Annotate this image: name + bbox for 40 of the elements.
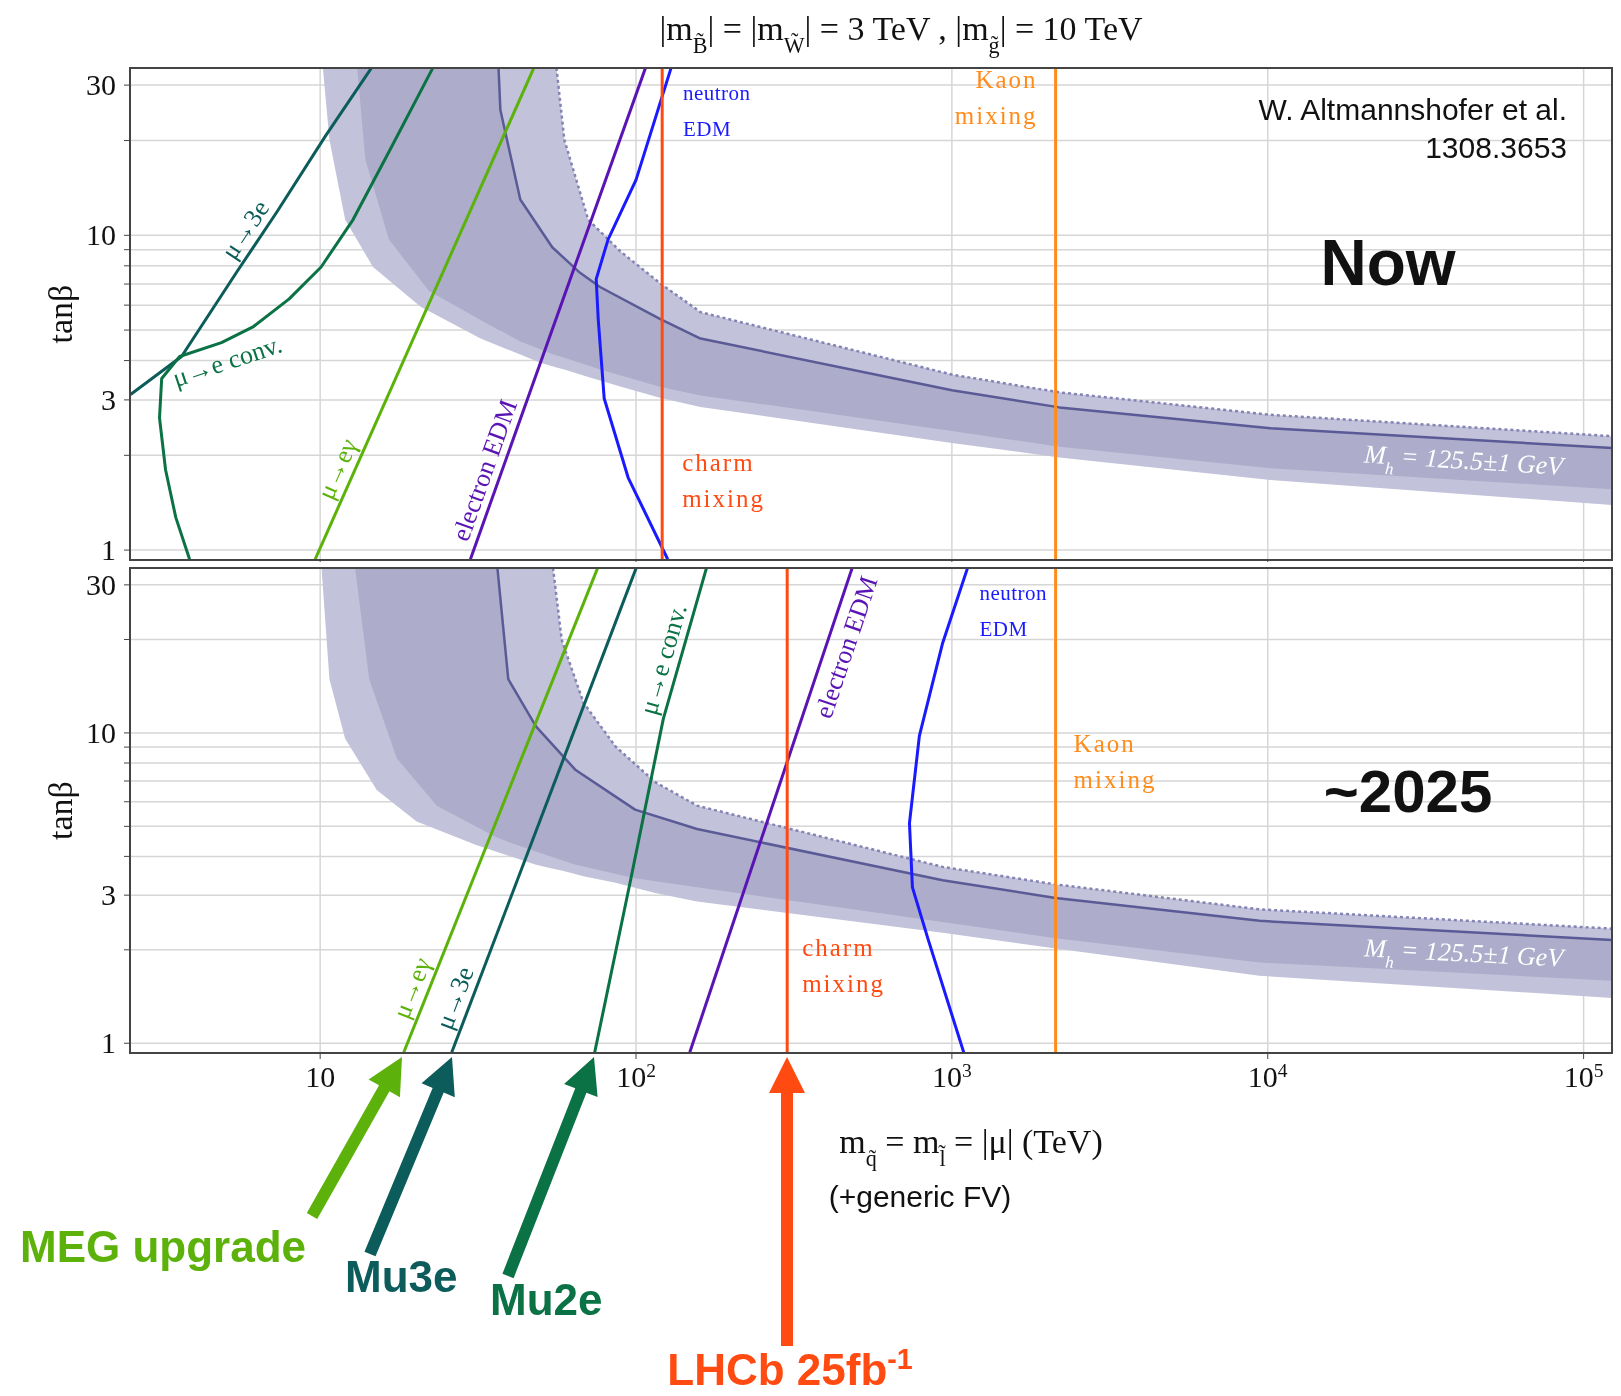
y-axis-title: tanβ bbox=[42, 781, 79, 840]
series-label: neutron EDM bbox=[979, 581, 1048, 642]
ref-line-label: Kaon mixing bbox=[1073, 730, 1157, 794]
y-tick-label: 3 bbox=[101, 382, 116, 416]
x-tick-label: 10$^{5}$ bbox=[1563, 1059, 1604, 1093]
text: electron EDM bbox=[808, 572, 884, 722]
annotation: W. Altmannshofer et al. bbox=[1258, 93, 1567, 126]
text: (+generic FV) bbox=[828, 1180, 1012, 1213]
x-tick-label: 10 bbox=[305, 1060, 336, 1093]
ref-line-label: charm mixing bbox=[802, 934, 886, 997]
y-tick-label: 30 bbox=[86, 68, 116, 102]
annotation: 1308.3653 bbox=[1425, 131, 1567, 164]
y-tick-label: 1 bbox=[101, 1026, 116, 1060]
text: Mu2e bbox=[490, 1275, 603, 1324]
x-tick-label: 10$^{2}$ bbox=[616, 1059, 656, 1093]
series-label: M$_{h}$ = 125.5±1 GeV bbox=[1362, 933, 1568, 973]
x-tick-label: 10$^{3}$ bbox=[932, 1059, 972, 1093]
text: μ→eγ bbox=[386, 953, 437, 1023]
annotation: Now bbox=[1320, 227, 1456, 299]
text: Mu3e bbox=[345, 1252, 458, 1301]
series-label: neutron EDM bbox=[682, 81, 751, 142]
text: MEG upgrade bbox=[20, 1222, 307, 1271]
text: μ→e conv. bbox=[168, 329, 286, 393]
y-axis-title: tanβ bbox=[42, 284, 79, 344]
y-tick-label: 10 bbox=[86, 715, 116, 749]
text: LHCb 25fb$^{-1}$ bbox=[667, 1343, 913, 1394]
text: μ→eγ bbox=[311, 434, 364, 504]
ref-line-label: charm mixing bbox=[682, 449, 766, 513]
y-tick-label: 1 bbox=[101, 533, 116, 567]
text: μ→e conv. bbox=[633, 600, 693, 718]
chart-title: |m$_{B̃}$| = |m$_{W̃}$| = 3 TeV , |m$_{g̃}$| = 10 TeV bbox=[659, 10, 1143, 58]
series-label: M$_{h}$ = 125.5±1 GeV bbox=[1362, 439, 1568, 482]
x-tick-label: 10$^{4}$ bbox=[1247, 1059, 1288, 1093]
y-tick-label: 10 bbox=[86, 218, 116, 252]
text: electron EDM bbox=[446, 395, 524, 545]
y-tick-label: 3 bbox=[101, 878, 116, 912]
y-tick-label: 30 bbox=[86, 567, 116, 601]
x-axis-title: m$_{q̃}$ = m$_{l̃}$ = |μ| (TeV) bbox=[839, 1123, 1103, 1171]
ref-line-label: Kaon mixing bbox=[954, 65, 1038, 129]
annotation: ~2025 bbox=[1323, 758, 1493, 825]
